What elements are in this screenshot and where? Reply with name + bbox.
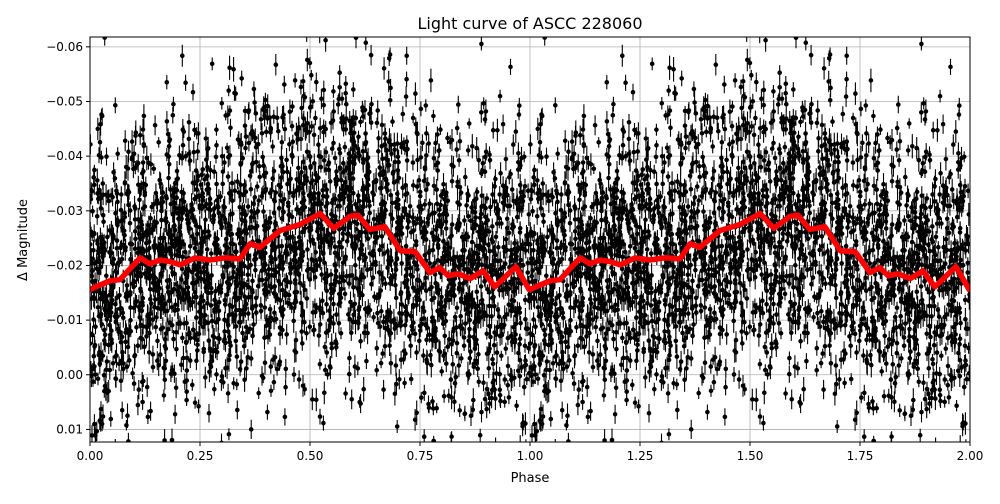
x-tick-label: 1.50 <box>737 449 764 463</box>
x-axis-ticks: 0.00 0.25 0.50 0.75 1.00 1.25 1.50 1.75 2.00 <box>77 442 984 463</box>
x-tick-label: 2.00 <box>957 449 984 463</box>
chart-title: Light curve of ASCC 228060 <box>417 14 642 33</box>
x-tick-label: 0.00 <box>77 449 104 463</box>
binned-mean-curve <box>90 210 970 293</box>
x-tick-label: 0.50 <box>297 449 324 463</box>
y-tick-label: −0.02 <box>46 258 83 272</box>
x-tick-label: 1.75 <box>847 449 874 463</box>
y-axis-label: Δ Magnitude <box>16 199 31 281</box>
y-tick-label: −0.04 <box>46 149 83 163</box>
y-tick-label: −0.03 <box>46 204 83 218</box>
x-tick-label: 0.75 <box>407 449 434 463</box>
x-tick-label: 0.25 <box>187 449 214 463</box>
y-tick-label: −0.01 <box>46 313 83 327</box>
x-tick-label: 1.25 <box>627 449 654 463</box>
y-axis-ticks: −0.06 −0.05 −0.04 −0.03 −0.02 −0.01 0.00 0.01 <box>46 40 90 436</box>
y-tick-label: 0.00 <box>56 368 83 382</box>
x-axis-label: Phase <box>511 471 550 486</box>
y-tick-label: −0.05 <box>46 94 83 108</box>
x-tick-label: 1.00 <box>517 449 544 463</box>
y-tick-label: 0.01 <box>56 422 83 436</box>
y-tick-label: −0.06 <box>46 40 83 54</box>
